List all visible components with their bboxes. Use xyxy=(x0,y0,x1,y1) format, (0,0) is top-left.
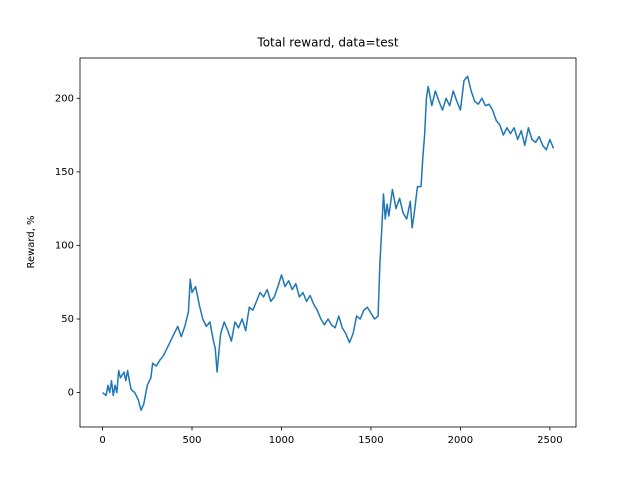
x-tick-label: 1500 xyxy=(358,435,383,446)
x-tick-label: 2500 xyxy=(537,435,562,446)
plot-frame xyxy=(79,57,577,428)
y-axis-label: Reward, % xyxy=(26,215,37,268)
y-tick-label: 200 xyxy=(55,93,74,104)
x-tick-label: 2000 xyxy=(448,435,473,446)
y-tick-label: 0 xyxy=(68,388,74,399)
y-tick-label: 100 xyxy=(55,240,74,251)
chart-title: Total reward, data=test xyxy=(256,36,398,50)
x-tick-label: 0 xyxy=(99,435,105,446)
x-tick-label: 1000 xyxy=(269,435,294,446)
line xyxy=(102,75,555,411)
x-tick-label: 500 xyxy=(182,435,201,446)
y-tick-label: 150 xyxy=(55,167,74,178)
y-tick-label: 50 xyxy=(61,314,74,325)
